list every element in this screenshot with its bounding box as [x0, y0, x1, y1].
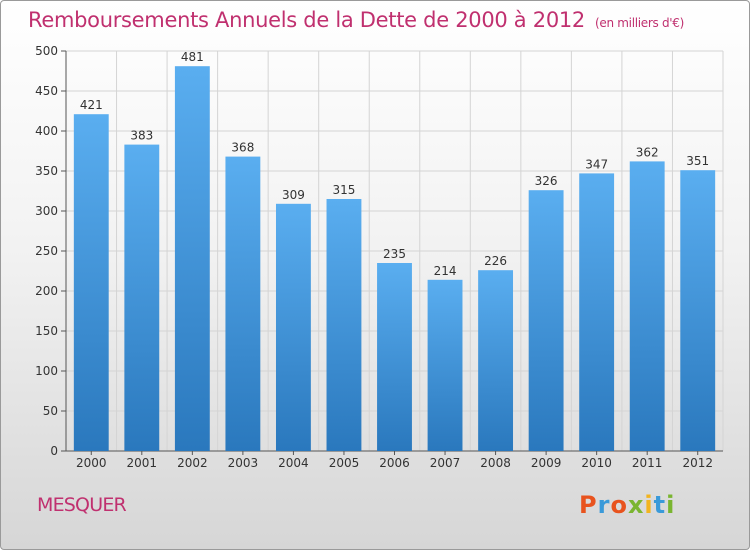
bar-2003 — [225, 156, 261, 451]
bar-2004 — [275, 203, 311, 451]
x-tick-label: 2008 — [480, 456, 511, 470]
data-label-2010: 347 — [585, 157, 608, 171]
data-label-2009: 326 — [535, 174, 558, 188]
y-tick-label: 300 — [35, 204, 58, 218]
x-tick-label: 2000 — [76, 456, 107, 470]
y-tick-label: 450 — [35, 84, 58, 98]
y-tick-label: 100 — [35, 364, 58, 378]
bar-2005 — [326, 199, 362, 451]
bar-2011 — [629, 161, 665, 451]
logo-letter: t — [653, 491, 667, 519]
bar-2000 — [73, 114, 109, 451]
logo-letter: i — [666, 491, 676, 519]
proxiti-logo: Proxiti — [579, 491, 675, 519]
x-tick-label: 2007 — [430, 456, 461, 470]
data-label-2008: 226 — [484, 254, 507, 268]
y-tick-label: 150 — [35, 324, 58, 338]
bar-2002 — [174, 66, 210, 451]
title-text: Remboursements Annuels de la Dette de 20… — [28, 8, 585, 32]
data-label-2012: 351 — [686, 154, 709, 168]
x-tick-label: 2003 — [228, 456, 259, 470]
y-tick-label: 250 — [35, 244, 58, 258]
x-tick-label: 2012 — [682, 456, 713, 470]
bars — [73, 66, 716, 451]
x-tick-label: 2006 — [379, 456, 410, 470]
logo-letter: i — [644, 491, 654, 519]
logo-letter: r — [597, 491, 611, 519]
bar-2007 — [427, 279, 463, 451]
data-label-2001: 383 — [130, 129, 153, 143]
x-tick-label: 2010 — [581, 456, 612, 470]
y-tick-label: 500 — [35, 44, 58, 58]
x-tick-label: 2002 — [177, 456, 208, 470]
bar-2012 — [680, 170, 716, 451]
y-tick-label: 0 — [50, 444, 58, 458]
bar-2009 — [528, 190, 564, 451]
bar-2008 — [478, 270, 514, 451]
commune-name: MESQUER — [37, 494, 127, 516]
data-label-2006: 235 — [383, 247, 406, 261]
bar-2001 — [124, 144, 160, 451]
logo-letter: P — [579, 491, 598, 519]
data-label-2004: 309 — [282, 188, 305, 202]
y-tick-label: 400 — [35, 124, 58, 138]
y-tick-label: 50 — [43, 404, 58, 418]
chart-subtitle: (en milliers d'€) — [595, 16, 685, 30]
data-label-2002: 481 — [181, 50, 204, 64]
x-tick-label: 2009 — [531, 456, 562, 470]
logo-letter: o — [610, 491, 628, 519]
x-tick-label: 2011 — [632, 456, 663, 470]
x-tick-label: 2004 — [278, 456, 309, 470]
bar-2010 — [579, 173, 615, 451]
data-label-2005: 315 — [333, 183, 356, 197]
chart-title: Remboursements Annuels de la Dette de 20… — [28, 8, 684, 32]
data-label-2007: 214 — [434, 264, 457, 278]
labels: 2000 421 2001 383 2002 481 2003 368 2004 309 2005 3… — [76, 50, 713, 470]
y-tick-label: 200 — [35, 284, 58, 298]
data-label-2000: 421 — [80, 98, 103, 112]
bar-2006 — [377, 263, 412, 451]
data-label-2003: 368 — [231, 141, 254, 155]
x-tick-label: 2005 — [329, 456, 360, 470]
x-tick-label: 2001 — [127, 456, 158, 470]
logo-letter: x — [627, 491, 645, 519]
data-label-2011: 362 — [636, 145, 659, 159]
y-tick-label: 350 — [35, 164, 58, 178]
